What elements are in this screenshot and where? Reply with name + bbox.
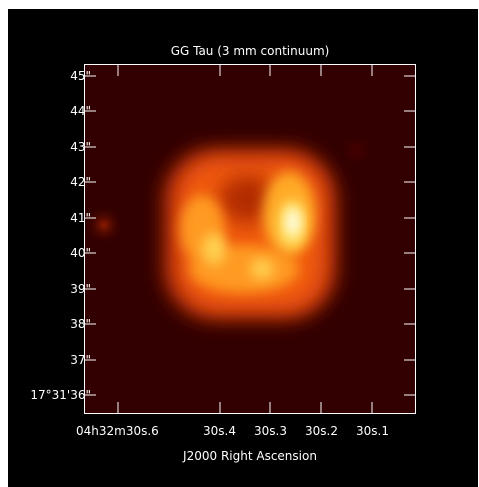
image-panel: [84, 64, 416, 414]
continuum-image: [84, 64, 416, 414]
y-tick-label: 42": [70, 175, 91, 189]
y-tick-label: 38": [70, 317, 91, 331]
y-tick-label: 17°31'36": [30, 388, 91, 402]
plot-axes: [84, 64, 416, 414]
y-tick-label: 44": [70, 104, 91, 118]
faint-emission-spot: [350, 144, 362, 156]
x-tick-label: 30s.1: [356, 424, 389, 438]
y-tick-label: 40": [70, 246, 91, 260]
x-tick-label: 30s.3: [254, 424, 287, 438]
y-tick-label: 43": [70, 140, 91, 154]
x-axis-title: J2000 Right Ascension: [183, 449, 317, 463]
ring-emission: [164, 149, 336, 319]
y-tick-label: 39": [70, 282, 91, 296]
x-tick-label: 30s.2: [305, 424, 338, 438]
x-tick-label: 04h32m30s.6: [76, 424, 159, 438]
y-tick-label: 41": [70, 211, 91, 225]
faint-emission-blob: [84, 205, 124, 245]
x-tick-label: 30s.4: [203, 424, 236, 438]
y-tick-label: 45": [70, 69, 91, 83]
plot-title: GG Tau (3 mm continuum): [170, 44, 330, 58]
y-tick-label: 37": [70, 353, 91, 367]
